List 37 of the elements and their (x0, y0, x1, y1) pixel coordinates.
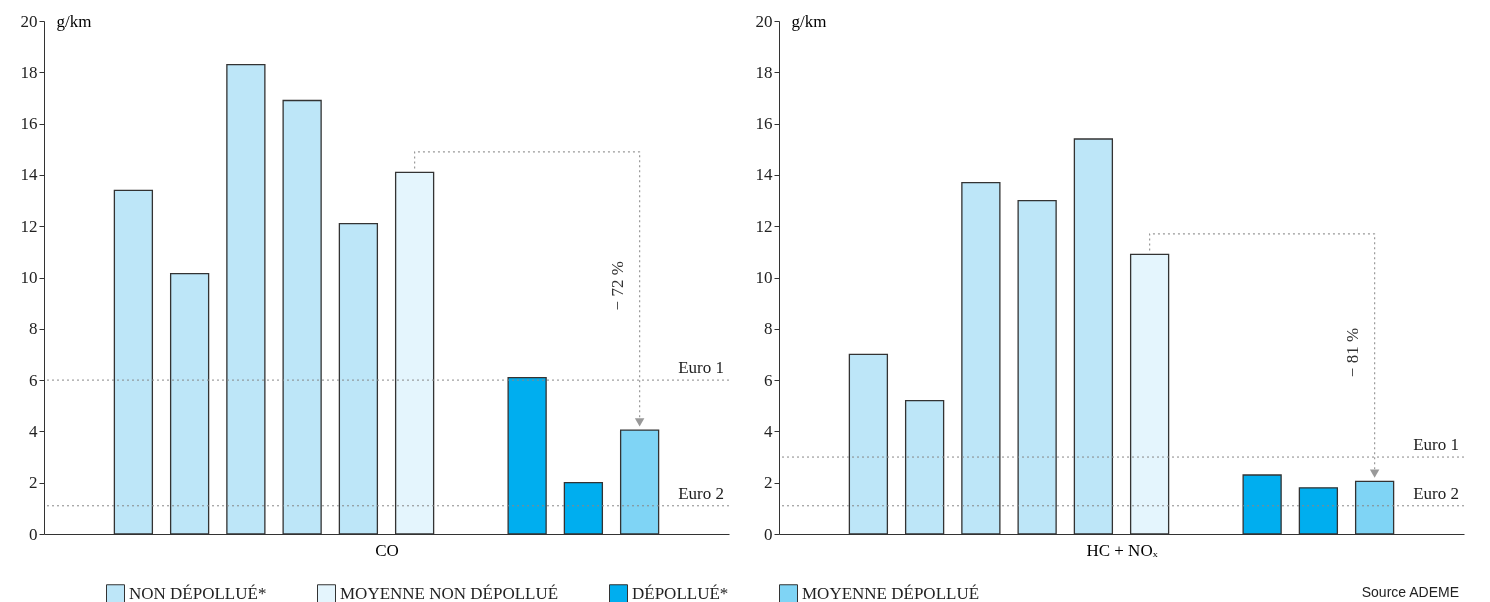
ref-line-label: Euro 2 (1413, 483, 1459, 503)
ref-line-label: Euro 1 (1413, 435, 1459, 455)
y-tick-label: 14 (755, 165, 773, 185)
y-tick-label: 6 (764, 370, 773, 390)
y-axis-title: g/km (791, 11, 827, 31)
y-tick-label: 2 (764, 473, 773, 493)
legend-label: DÉPOLLUÉ* (632, 583, 729, 602)
legend-label: MOYENNE DÉPOLLUÉ (802, 583, 980, 602)
legend-label: NON DÉPOLLUÉ* (129, 583, 267, 602)
y-tick-label: 2 (29, 473, 38, 493)
y-tick-label: 12 (20, 216, 38, 236)
y-tick-label: 10 (755, 268, 773, 287)
y-tick-label: 18 (755, 62, 773, 82)
y-tick-label: 6 (29, 370, 38, 390)
legend-label: MOYENNE NON DÉPOLLUÉ (340, 583, 559, 602)
y-tick-label: 12 (755, 216, 773, 236)
y-tick-label: 0 (29, 524, 38, 544)
y-tick-label: 16 (755, 114, 773, 134)
ref-line-label: Euro 2 (678, 483, 724, 503)
ref-line-label: Euro 1 (678, 358, 724, 378)
y-tick-label: 16 (20, 114, 38, 134)
source-note: Source ADEME (1361, 583, 1459, 600)
y-tick-label: 8 (29, 319, 38, 339)
annotation: − 81 % (1343, 327, 1363, 378)
y-tick-label: 20 (20, 11, 38, 31)
y-tick-label: 4 (764, 421, 773, 441)
x-axis-title: HC + NOₓ (1086, 540, 1158, 560)
y-tick-label: 0 (764, 524, 773, 544)
y-tick-label: 4 (29, 421, 38, 441)
y-tick-label: 10 (20, 268, 38, 287)
x-axis-title: CO (375, 540, 399, 560)
y-tick-label: 18 (20, 62, 38, 82)
y-tick-label: 8 (764, 319, 773, 339)
y-axis-title: g/km (56, 11, 92, 31)
annotation: − 72 % (608, 261, 628, 311)
y-tick-label: 20 (755, 11, 773, 31)
y-tick-label: 14 (20, 165, 38, 185)
